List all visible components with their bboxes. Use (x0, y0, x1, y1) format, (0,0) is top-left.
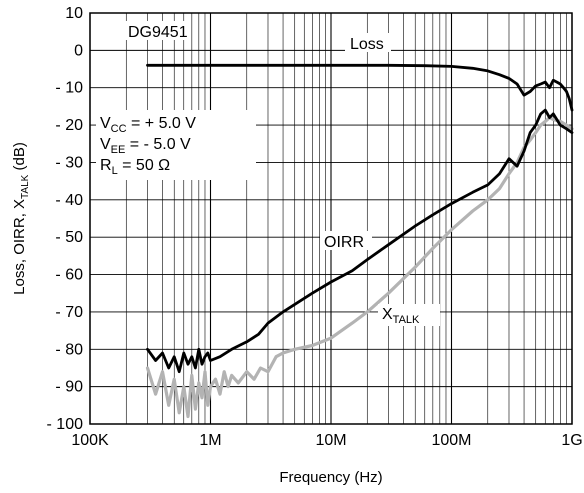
y-axis-label-subscript: TALK (20, 174, 31, 199)
series-label-oirr: OIRR (324, 234, 364, 251)
series-layer (145, 63, 574, 419)
oirr-label-background (320, 231, 372, 250)
x-tick-label: 1M (199, 432, 221, 449)
loss-label-background (345, 33, 391, 52)
chart-title: DG9451 (128, 24, 188, 41)
series-label-xtalk: XTALK (382, 306, 420, 326)
y-tick-label: - 50 (55, 229, 83, 246)
x-tick-label: 10M (315, 432, 346, 449)
condition-vcc: VCC = + 5.0 V (100, 115, 196, 135)
y-axis-label-part: Loss, OIRR, X (11, 199, 28, 295)
y-tick-label: 10 (65, 5, 83, 22)
y-axis-label: Loss, OIRR, XTALK (dB) (11, 142, 31, 295)
y-tick-label: - 100 (47, 416, 84, 433)
y-tick-label: - 70 (55, 304, 83, 321)
condition-vee: VEE = - 5.0 V (100, 136, 191, 156)
y-tick-label: - 60 (55, 267, 83, 284)
x-tick-label: 100K (71, 432, 109, 449)
x-tick-label: 1G (561, 432, 582, 449)
x-axis-label: Frequency (Hz) (279, 469, 382, 486)
tick-labels: 10 0 - 10 - 20 - 30 - 40 - 50 - 60 - 70 - 80 - 90 -… (47, 5, 583, 449)
series-line-oirr (146, 108, 574, 374)
xtalk-label-background (378, 304, 440, 326)
y-axis-label-part: (dB) (11, 142, 28, 175)
title-background (124, 21, 190, 40)
y-tick-label: - 40 (55, 192, 83, 209)
minor-gridlines (125, 13, 567, 424)
y-tick-label: - 80 (55, 341, 83, 358)
y-tick-label: 0 (74, 42, 83, 59)
y-tick-label: - 10 (55, 80, 83, 97)
y-tick-label: - 30 (55, 154, 83, 171)
plot-frame (89, 12, 573, 425)
conditions-background (96, 110, 256, 180)
condition-rl: RL = 50 Ω (100, 157, 170, 177)
y-tick-label: - 90 (55, 379, 83, 396)
x-tick-label: 100M (431, 432, 471, 449)
series-line-loss (146, 63, 574, 112)
y-tick-label: - 20 (55, 117, 83, 134)
series-label-loss: Loss (350, 36, 384, 53)
test-conditions: VCC = + 5.0 V VEE = - 5.0 V RL = 50 Ω (96, 110, 256, 180)
